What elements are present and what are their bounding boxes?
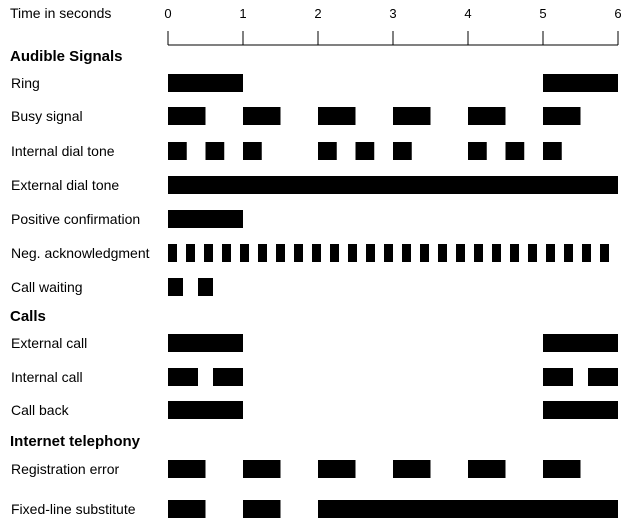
signal-bar: [168, 500, 206, 518]
signal-label: Neg. acknowledgment: [11, 245, 150, 261]
signal-bar: [198, 278, 213, 296]
signal-bar: [312, 244, 321, 262]
signal-bar: [168, 244, 177, 262]
signal-bar: [318, 460, 356, 478]
signal-bar: [243, 107, 281, 125]
signal-bar: [168, 142, 187, 160]
signal-bar: [543, 74, 618, 92]
signal-bar: [468, 142, 487, 160]
signal-bar: [168, 460, 206, 478]
signal-label: Positive confirmation: [11, 211, 140, 227]
signal-bar: [168, 368, 198, 386]
signal-bar: [240, 244, 249, 262]
axis-tick-label: 3: [389, 6, 396, 21]
signal-bar: [505, 142, 525, 160]
signal-label: External call: [11, 335, 87, 351]
signal-label: Internal call: [11, 369, 83, 385]
signal-bar: [393, 460, 431, 478]
axis-tick-label: 1: [239, 6, 246, 21]
signal-bar: [355, 142, 375, 160]
signal-bar: [384, 244, 393, 262]
signal-bar: [438, 244, 447, 262]
signal-bar: [528, 244, 537, 262]
signal-bar: [366, 244, 375, 262]
signal-label: Internal dial tone: [11, 143, 115, 159]
signal-bar: [543, 368, 573, 386]
signal-bar: [546, 244, 555, 262]
section-header: Calls: [10, 308, 46, 325]
signal-bar: [564, 244, 573, 262]
signal-bar: [168, 401, 243, 419]
signal-bar: [168, 107, 206, 125]
section-header: Internet telephony: [10, 433, 141, 450]
signal-bar: [168, 74, 243, 92]
signal-bar: [393, 142, 412, 160]
signal-bar: [468, 460, 506, 478]
signal-bar: [276, 244, 285, 262]
axis-tick-label: 4: [464, 6, 471, 21]
signal-bar: [318, 500, 618, 518]
axis-tick-label: 5: [539, 6, 546, 21]
signal-bar: [492, 244, 501, 262]
signal-bar: [474, 244, 483, 262]
signal-bar: [420, 244, 429, 262]
signal-bar: [582, 244, 591, 262]
signal-bar: [205, 142, 225, 160]
signal-label: Fixed-line substitute: [11, 501, 136, 517]
signal-bar: [600, 244, 609, 262]
signal-label: Registration error: [11, 461, 119, 477]
signal-bar: [468, 107, 506, 125]
signal-bar: [543, 107, 581, 125]
signal-bar: [294, 244, 303, 262]
signal-bar: [543, 401, 618, 419]
signal-bar: [402, 244, 411, 262]
signal-label: Ring: [11, 75, 40, 91]
signal-bar: [510, 244, 519, 262]
signal-label: Call waiting: [11, 279, 83, 295]
signal-bar: [543, 334, 618, 352]
signal-bar: [588, 368, 618, 386]
signal-label: External dial tone: [11, 177, 119, 193]
signal-bar: [543, 460, 581, 478]
signal-bar: [330, 244, 339, 262]
signal-bar: [168, 278, 183, 296]
axis-tick-label: 0: [164, 6, 171, 21]
signal-bar: [168, 176, 618, 194]
signal-bar: [168, 334, 243, 352]
signal-bar: [204, 244, 213, 262]
signal-bar: [318, 107, 356, 125]
signal-bar: [213, 368, 243, 386]
signal-bar: [348, 244, 357, 262]
signal-bar: [318, 142, 337, 160]
signal-label: Busy signal: [11, 108, 83, 124]
signal-bar: [456, 244, 465, 262]
signal-bar: [186, 244, 195, 262]
signal-bar: [243, 460, 281, 478]
signal-bar: [258, 244, 267, 262]
signal-bar: [393, 107, 431, 125]
axis-tick-label: 2: [314, 6, 321, 21]
axis-label: Time in seconds: [10, 5, 111, 21]
axis-tick-label: 6: [614, 6, 621, 21]
signal-bar: [543, 142, 562, 160]
signal-label: Call back: [11, 402, 70, 418]
signal-bar: [222, 244, 231, 262]
signal-bar: [243, 500, 281, 518]
signal-bar: [168, 210, 243, 228]
signal-bar: [243, 142, 262, 160]
section-header: Audible Signals: [10, 48, 123, 65]
